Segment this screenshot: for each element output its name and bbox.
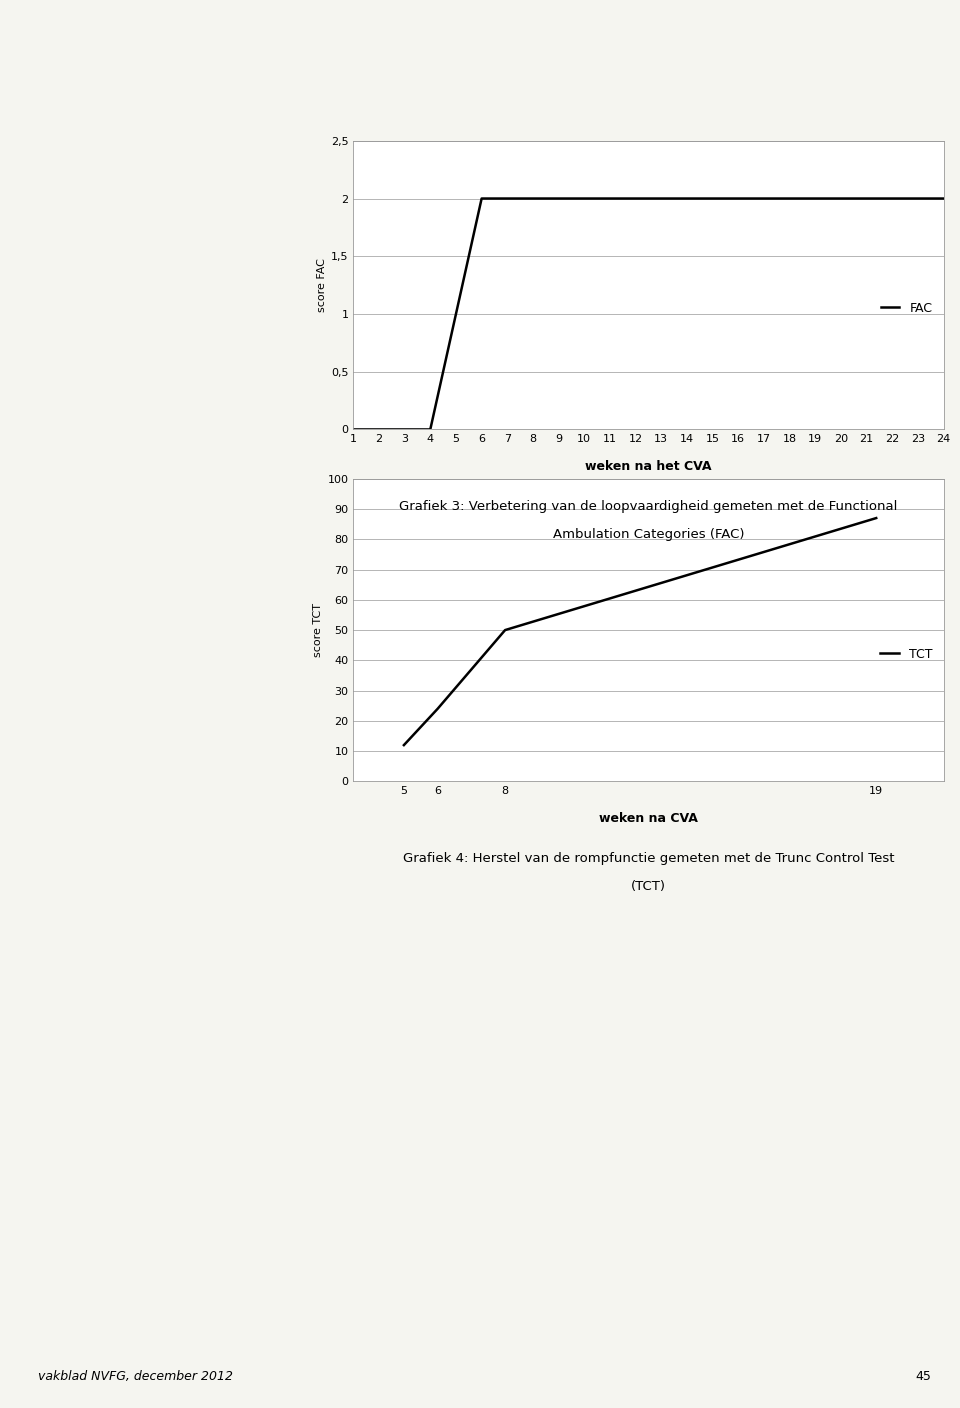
Text: Ambulation Categories (FAC): Ambulation Categories (FAC) [553,528,744,541]
Text: weken na het CVA: weken na het CVA [586,460,711,473]
Text: 45: 45 [915,1370,931,1383]
Text: weken na CVA: weken na CVA [599,812,698,825]
Text: Grafiek 3: Verbetering van de loopvaardigheid gemeten met de Functional: Grafiek 3: Verbetering van de loopvaardi… [399,500,898,513]
Legend: TCT: TCT [876,643,937,666]
Legend: FAC: FAC [876,297,937,320]
Y-axis label: score TCT: score TCT [313,603,324,658]
Y-axis label: score FAC: score FAC [317,258,326,313]
Text: (TCT): (TCT) [631,880,666,893]
Text: Grafiek 4: Herstel van de rompfunctie gemeten met de Trunc Control Test: Grafiek 4: Herstel van de rompfunctie ge… [403,852,894,865]
Text: vakblad NVFG, december 2012: vakblad NVFG, december 2012 [38,1370,233,1383]
